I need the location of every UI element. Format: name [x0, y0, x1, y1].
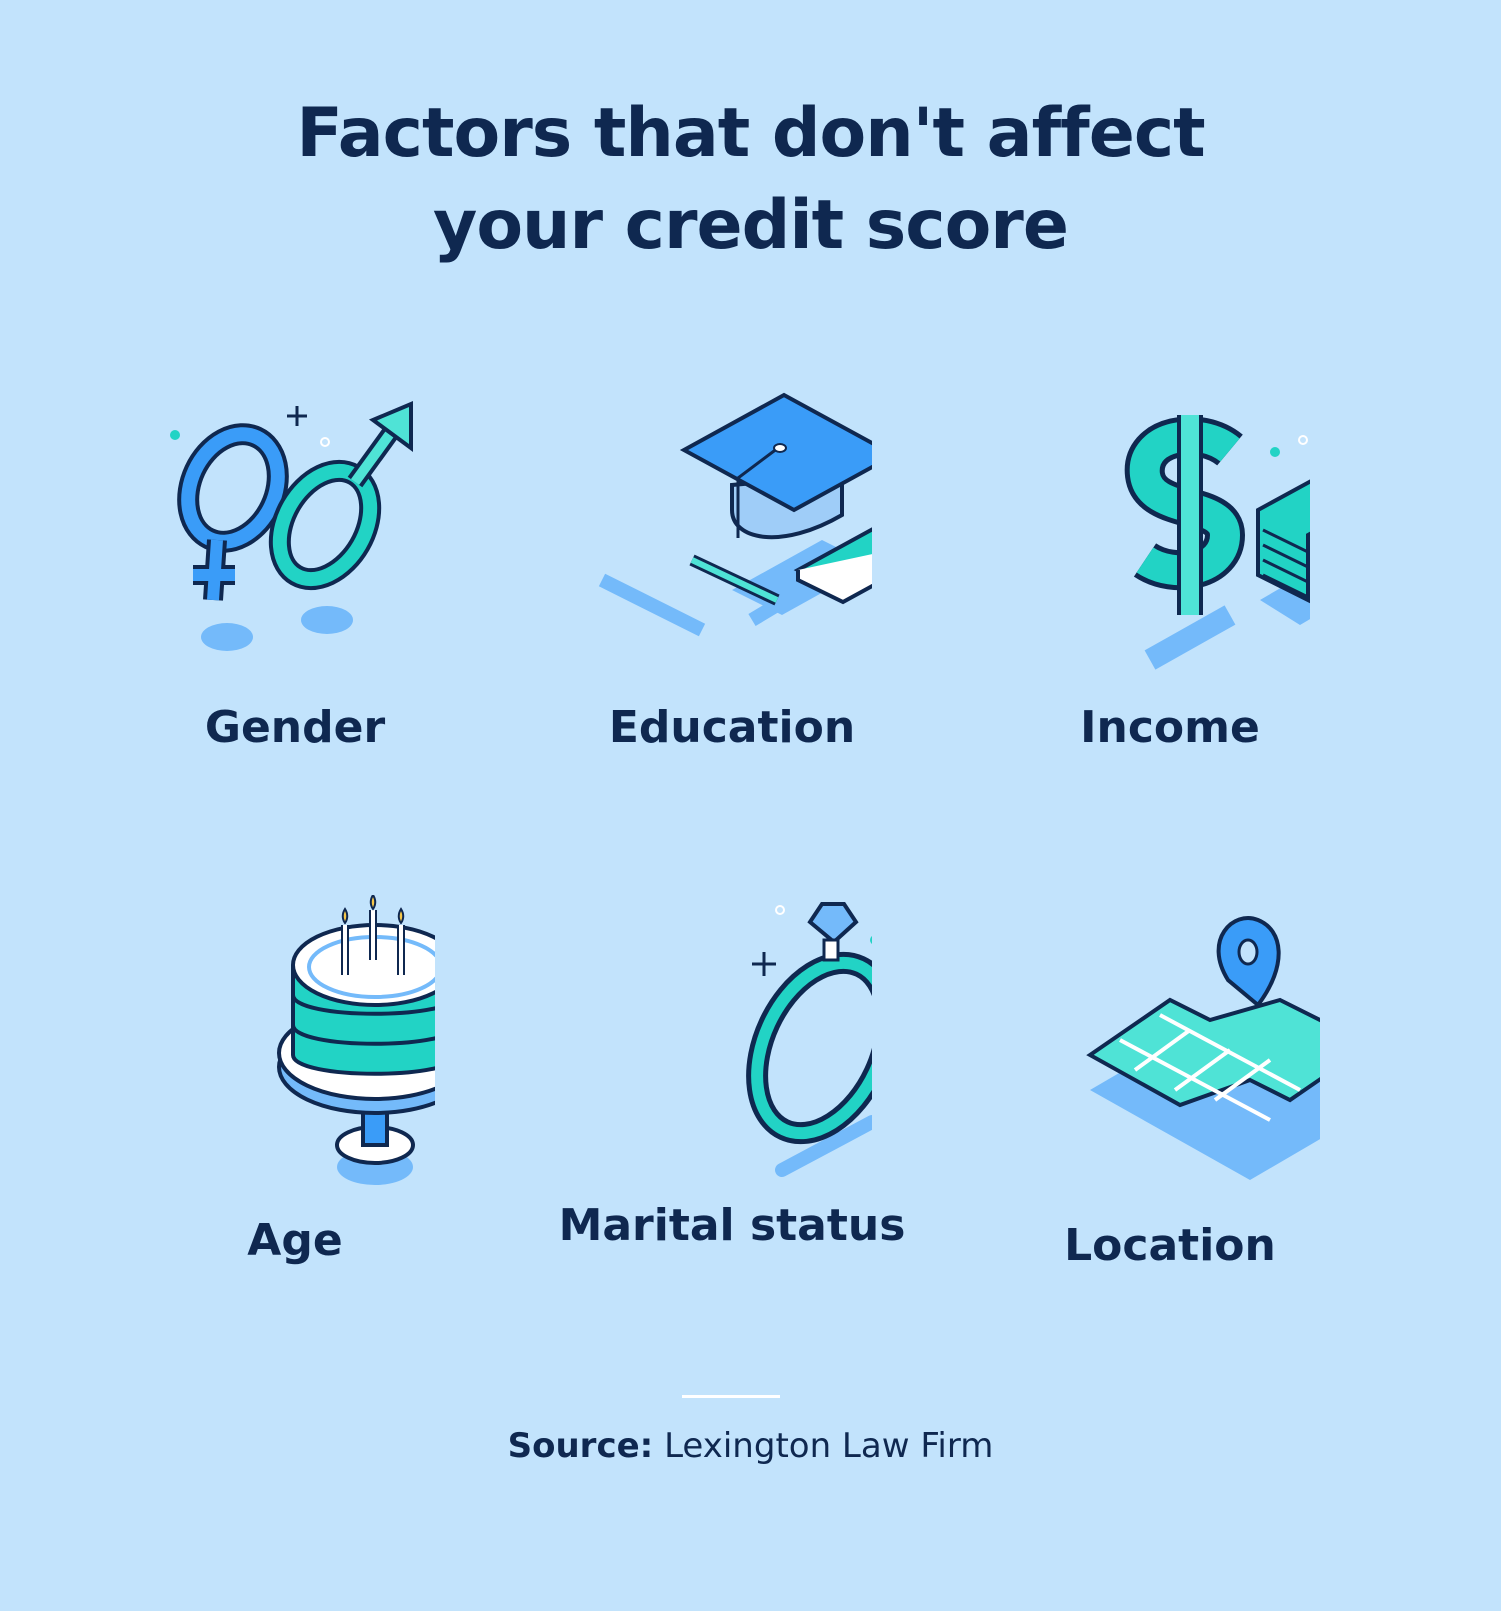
graduation-cap-icon — [598, 392, 872, 637]
factor-income: Income — [950, 390, 1390, 753]
factor-gender: Gender — [75, 390, 515, 753]
gender-symbols-icon — [170, 400, 413, 651]
factor-marital-status: Marital status — [512, 880, 952, 1251]
factor-label: Location — [1064, 1220, 1276, 1271]
title-line-1: Factors that don't affect — [296, 94, 1205, 173]
page-title: Factors that don't affect your credit sc… — [0, 88, 1501, 272]
ring-icon — [746, 902, 872, 1177]
factor-label: Age — [247, 1215, 343, 1266]
source-prefix: Source: — [507, 1426, 654, 1466]
title-line-2: your credit score — [433, 186, 1069, 265]
map-pin-icon — [1086, 916, 1320, 1180]
factor-label: Marital status — [558, 1200, 906, 1251]
birthday-cake-icon — [277, 895, 435, 1185]
source-line: Source: Lexington Law Firm — [0, 1426, 1501, 1466]
factor-age: Age — [75, 895, 515, 1266]
dollar-money-icon — [1124, 415, 1310, 670]
divider — [682, 1395, 780, 1398]
factor-education: Education — [512, 390, 952, 753]
factor-label: Income — [1080, 702, 1260, 753]
factor-label: Gender — [204, 702, 386, 753]
source-name: Lexington Law Firm — [664, 1426, 994, 1466]
factor-label: Education — [608, 702, 856, 753]
factor-location: Location — [950, 890, 1390, 1271]
